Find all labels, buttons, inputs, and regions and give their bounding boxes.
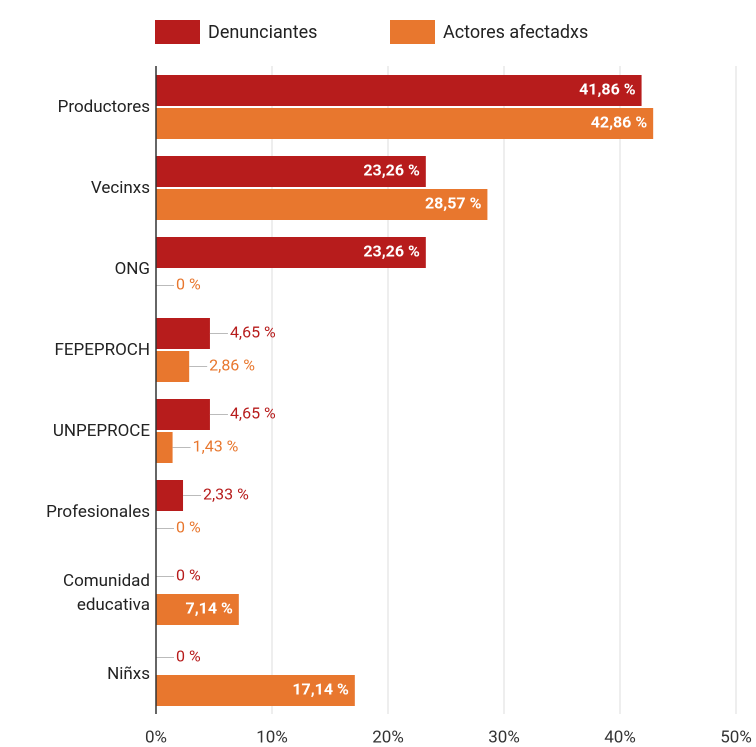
bar [156, 351, 190, 382]
bar [156, 108, 654, 139]
y-tick-label: Vecinxs [90, 177, 150, 198]
value-label: 4,65 % [230, 323, 276, 342]
x-tick-label: 50% [720, 727, 752, 747]
x-tick-label: 40% [604, 727, 636, 747]
y-tick-label: Productores [57, 96, 150, 117]
value-label: 28,57 % [425, 194, 482, 213]
bar [156, 189, 488, 220]
bar [156, 480, 184, 511]
x-tick-label: 10% [256, 727, 288, 747]
value-label: 0 % [176, 566, 201, 585]
x-tick-label: 20% [372, 727, 404, 747]
value-label: 4,65 % [230, 404, 276, 423]
value-label: 7,14 % [186, 599, 233, 618]
bar [156, 75, 642, 106]
bar [156, 318, 210, 349]
y-tick-label: Profesionales [46, 501, 150, 522]
value-label: 2,33 % [203, 485, 249, 504]
bar [156, 675, 355, 706]
value-label: 17,14 % [292, 680, 349, 699]
bar [156, 432, 173, 463]
bar [156, 156, 426, 187]
y-tick-label: Comunidad educativa [63, 570, 150, 615]
value-label: 2,86 % [209, 356, 255, 375]
legend-swatch [155, 20, 200, 44]
legend-label: Actores afectadxs [443, 22, 588, 43]
y-tick-label: Niñxs [107, 663, 150, 684]
legend-label: Denunciantes [208, 22, 317, 43]
bar [156, 399, 210, 430]
value-label: 0 % [176, 518, 201, 537]
y-tick-label: FEPEPROCH [54, 339, 150, 360]
value-label: 23,26 % [363, 242, 420, 261]
legend-swatch [390, 20, 435, 44]
x-tick-label: 0% [145, 727, 167, 747]
bar [156, 237, 426, 268]
value-label: 1,43 % [193, 437, 239, 456]
value-label: 0 % [176, 647, 201, 666]
value-label: 0 % [176, 275, 201, 294]
y-tick-label: UNPEPROCE [52, 420, 150, 441]
value-label: 41,86 % [579, 80, 636, 99]
value-label: 42,86 % [591, 113, 648, 132]
bar [156, 594, 239, 625]
x-tick-label: 30% [488, 727, 520, 747]
value-label: 23,26 % [363, 161, 420, 180]
y-tick-label: ONG [114, 258, 150, 279]
